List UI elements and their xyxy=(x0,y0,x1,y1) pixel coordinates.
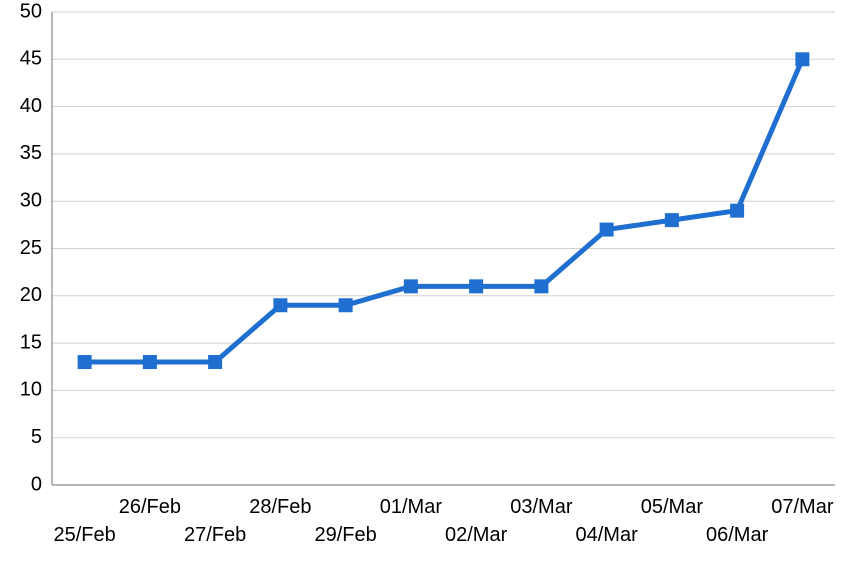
data-marker xyxy=(78,355,92,369)
data-marker xyxy=(208,355,222,369)
chart-svg: 0 5 10 15 20 25 30 35 40 45 50 25/Feb26/Feb27/Feb28… xyxy=(0,0,845,570)
x-tick-label: 02/Mar xyxy=(445,524,508,546)
data-marker xyxy=(795,52,809,66)
y-tick-label: 5 xyxy=(31,426,42,448)
x-tick-label: 01/Mar xyxy=(380,496,443,518)
line-chart: 0 5 10 15 20 25 30 35 40 45 50 25/Feb26/Feb27/Feb28… xyxy=(0,0,845,570)
y-tick-label: 25 xyxy=(20,237,42,259)
data-marker xyxy=(730,204,744,218)
y-tick-label: 40 xyxy=(20,95,42,117)
y-tick-label: 15 xyxy=(20,331,42,353)
x-tick-label: 05/Mar xyxy=(641,496,704,518)
y-tick-label: 50 xyxy=(20,0,42,22)
data-marker xyxy=(534,279,548,293)
x-tick-label: 04/Mar xyxy=(576,524,639,546)
data-marker xyxy=(339,298,353,312)
y-tick-label: 0 xyxy=(31,473,42,495)
y-tick-label: 20 xyxy=(20,284,42,306)
x-tick-label: 26/Feb xyxy=(119,496,181,518)
x-tick-label: 29/Feb xyxy=(314,524,376,546)
data-marker xyxy=(665,213,679,227)
x-tick-label: 07/Mar xyxy=(771,496,834,518)
data-marker xyxy=(273,298,287,312)
x-tick-label: 27/Feb xyxy=(184,524,246,546)
x-tick-label: 28/Feb xyxy=(249,496,311,518)
x-tick-label: 25/Feb xyxy=(53,524,115,546)
y-tick-label: 30 xyxy=(20,189,42,211)
data-marker xyxy=(404,279,418,293)
y-tick-label: 10 xyxy=(20,379,42,401)
y-tick-label: 45 xyxy=(20,48,42,70)
y-tick-label: 35 xyxy=(20,142,42,164)
data-marker xyxy=(143,355,157,369)
x-tick-label: 03/Mar xyxy=(510,496,573,518)
data-marker xyxy=(600,223,614,237)
data-marker xyxy=(469,279,483,293)
x-tick-label: 06/Mar xyxy=(706,524,769,546)
